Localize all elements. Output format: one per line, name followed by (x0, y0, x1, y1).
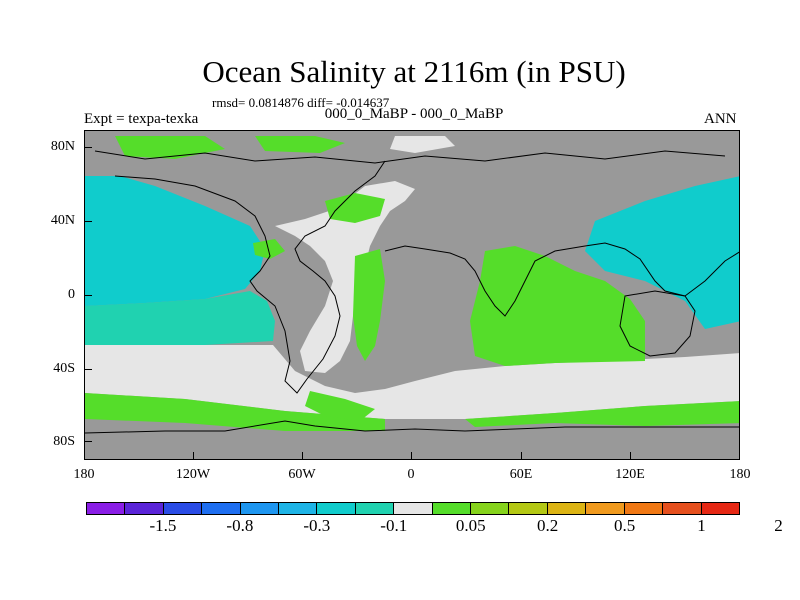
y-label: 80N (50, 139, 75, 154)
coastlines (85, 150, 739, 434)
x-label: 120E (615, 467, 645, 482)
north-atlantic-green-region (325, 193, 385, 223)
x-tick (630, 452, 631, 460)
colorbar-label: 0.5 (613, 516, 636, 535)
rmsd-text: rmsd= 0.0814876 diff= -0.014637 (212, 95, 390, 110)
caribbean-green-region (253, 239, 285, 259)
colorbar-label: 1 (697, 516, 706, 535)
x-tick (193, 452, 194, 460)
x-label: 60W (288, 467, 316, 482)
pacific-east-cyan-region (585, 176, 739, 329)
colorbar-label: -0.3 (303, 516, 331, 535)
colorbar-label: -0.1 (380, 516, 408, 535)
map-subtitle: 000_0_MaBP - 000_0_MaBP (324, 106, 504, 122)
season-label: ANN (704, 111, 737, 127)
x-tick (302, 452, 303, 460)
y-label: 0 (68, 287, 75, 302)
colorbar-swatch (547, 503, 587, 514)
indian-ocean-green-region (470, 246, 645, 366)
map-canvas (85, 131, 739, 459)
colorbar-swatch (202, 503, 241, 514)
south-indian-green-region (465, 401, 739, 427)
y-tick (84, 369, 92, 370)
x-tick (521, 452, 522, 460)
colorbar-swatch (586, 503, 625, 514)
pacific-teal-region (85, 291, 275, 345)
y-label: 40N (50, 213, 75, 228)
y-tick (84, 147, 92, 148)
southern-near-zero-region (85, 345, 739, 419)
pacific-cyan-region (85, 176, 265, 306)
x-label: 180 (73, 467, 95, 482)
y-tick (84, 221, 92, 222)
weddell-green-region (305, 391, 375, 421)
x-label: 0 (407, 467, 415, 482)
colorbar-swatch (355, 503, 395, 514)
y-tick (84, 441, 92, 442)
x-label: 120W (175, 467, 211, 482)
x-tick (411, 452, 412, 460)
colorbar-swatch (394, 503, 433, 514)
colorbar-swatch (125, 503, 164, 514)
americas-outline (114, 160, 386, 394)
colorbar-swatch (317, 503, 356, 514)
australia-outline (619, 290, 696, 357)
colorbar-swatch (663, 503, 702, 514)
antarctica-outline (85, 420, 739, 434)
colorbar-label: -1.5 (149, 516, 177, 535)
colorbar-swatch (701, 503, 739, 514)
colorbar-swatch (87, 503, 126, 514)
experiment-label: Expt = texpa-texka (84, 111, 199, 127)
salinity-map (84, 130, 740, 460)
south-atlantic-green-region (353, 249, 385, 361)
map-title: Ocean Salinity at 2116m (in PSU) (202, 54, 626, 89)
atlantic-near-zero-region (275, 181, 415, 373)
southern-green-region (85, 393, 385, 431)
arctic-near-zero-region (390, 136, 455, 153)
y-label: 40S (53, 361, 75, 376)
colorbar-swatch (240, 503, 280, 514)
colorbar-swatch (471, 503, 510, 514)
colorbar-label: 0.05 (455, 516, 486, 535)
colorbar-label: 2 (774, 516, 783, 535)
arctic-green-region-2 (255, 136, 345, 153)
x-label: 60E (509, 467, 533, 482)
colorbar-swatch (279, 503, 318, 514)
colorbar-swatch (624, 503, 664, 514)
colorbar-swatch (509, 503, 548, 514)
colorbar-swatch (163, 503, 203, 514)
x-label: 180 (729, 467, 751, 482)
arctic-outline (94, 150, 726, 164)
colorbar-swatch (432, 503, 472, 514)
y-tick (84, 295, 92, 296)
colorbar (86, 502, 740, 515)
y-label: 80S (53, 434, 75, 449)
africa-eurasia-outline (384, 242, 739, 317)
colorbar-label: -0.8 (226, 516, 254, 535)
colorbar-label: 0.2 (537, 516, 559, 535)
